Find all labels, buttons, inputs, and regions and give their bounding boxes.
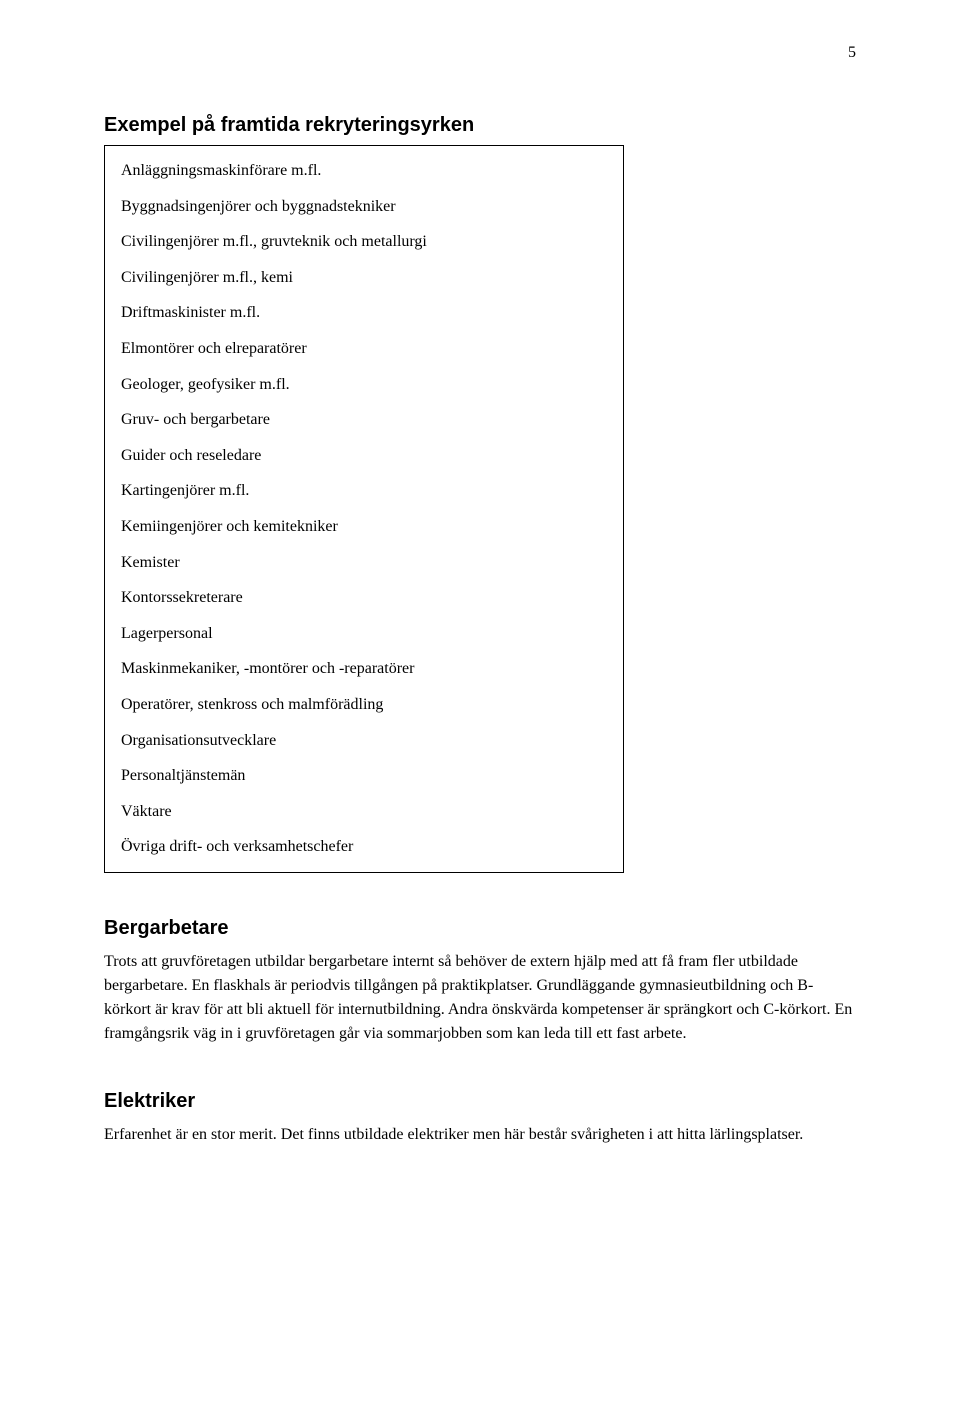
box-item: Maskinmekaniker, -montörer och -reparatö…: [121, 658, 607, 680]
box-item: Kemister: [121, 552, 607, 574]
box-item: Kontorssekreterare: [121, 587, 607, 609]
box-item: Driftmaskinister m.fl.: [121, 302, 607, 324]
box-item: Lagerpersonal: [121, 623, 607, 645]
section-heading-bergarbetare: Bergarbetare: [104, 917, 856, 940]
box-item: Kemiingenjörer och kemitekniker: [121, 516, 607, 538]
page-container: 5 Exempel på framtida rekryteringsyrken …: [0, 0, 960, 1412]
section-paragraph: Trots att gruvföretagen utbildar bergarb…: [104, 950, 856, 1046]
box-item: Operatörer, stenkross och malmförädling: [121, 694, 607, 716]
box-item: Civilingenjörer m.fl., kemi: [121, 267, 607, 289]
box-item: Personaltjänstemän: [121, 765, 607, 787]
box-item: Väktare: [121, 801, 607, 823]
section-paragraph: Erfarenhet är en stor merit. Det finns u…: [104, 1123, 856, 1147]
box-item: Guider och reseledare: [121, 445, 607, 467]
section-heading-elektriker: Elektriker: [104, 1090, 856, 1113]
box-item: Geologer, geofysiker m.fl.: [121, 374, 607, 396]
box-item: Byggnadsingenjörer och byggnadstekniker: [121, 196, 607, 218]
box-item: Gruv- och bergarbetare: [121, 409, 607, 431]
box-item: Elmontörer och elreparatörer: [121, 338, 607, 360]
box-item: Anläggningsmaskinförare m.fl.: [121, 160, 607, 182]
box-item: Organisationsutvecklare: [121, 730, 607, 752]
box-item: Kartingenjörer m.fl.: [121, 480, 607, 502]
main-heading: Exempel på framtida rekryteringsyrken: [104, 114, 856, 137]
box-item: Övriga drift- och verksamhetschefer: [121, 836, 607, 858]
page-number: 5: [848, 44, 856, 62]
occupations-box: Anläggningsmaskinförare m.fl. Byggnadsin…: [104, 145, 624, 873]
box-item: Civilingenjörer m.fl., gruvteknik och me…: [121, 231, 607, 253]
